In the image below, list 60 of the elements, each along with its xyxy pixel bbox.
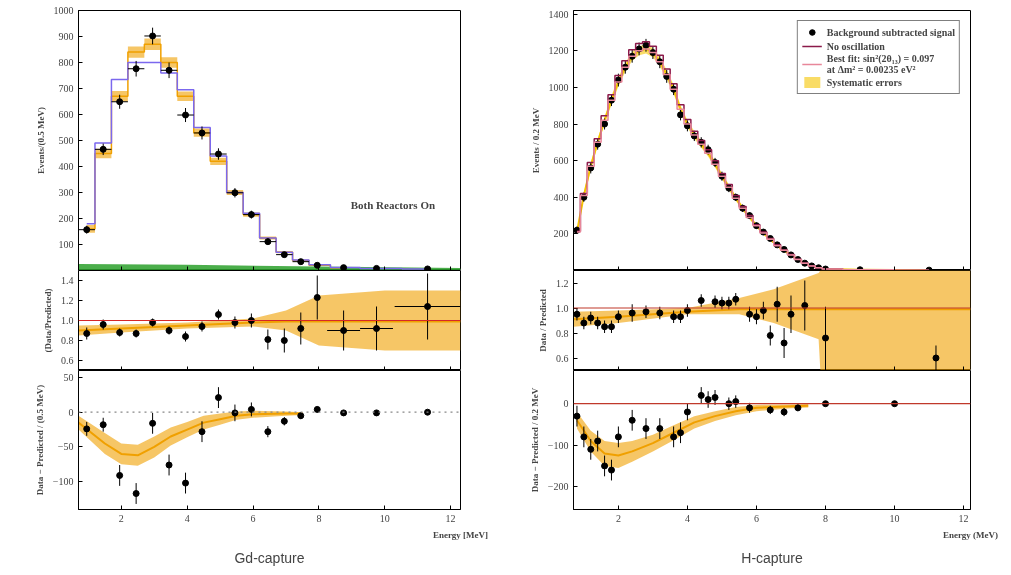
y-axis-title: Data − Predicted / 0.2 MeV <box>529 387 540 493</box>
y-tick-label: 500 <box>58 135 74 146</box>
y-axis-title: Events / 0.2 MeV <box>530 107 541 174</box>
y-axis-title: (Data/Predicted) <box>43 288 53 353</box>
y-tick-label: 1000 <box>53 5 74 16</box>
x-axis-title: Energy (MeV) <box>942 529 999 540</box>
text: H-capture <box>741 549 803 566</box>
y-tick-label: 700 <box>58 83 74 94</box>
y-tick-label: 900 <box>58 31 74 42</box>
legend-label: No oscillation <box>826 40 885 52</box>
y-tick-label: 1.0 <box>61 315 74 326</box>
x-tick-label: 12 <box>958 512 969 524</box>
y-tick-label: 1.2 <box>556 277 569 289</box>
annotation: Both Reactors On <box>350 198 436 211</box>
x-tick-label: 10 <box>379 512 390 524</box>
y-tick-label: −100 <box>547 439 569 451</box>
y-tick-label: 400 <box>58 161 74 172</box>
y-tick-label: 800 <box>58 57 74 68</box>
x-tick-label: 4 <box>684 512 690 524</box>
y-tick-label: 0 <box>563 398 569 410</box>
y-axis-title: Events/(0.5 MeV) <box>35 106 46 174</box>
y-tick-label: 0 <box>68 406 74 418</box>
x-tick-label: 10 <box>889 512 900 524</box>
x-tick-label: 6 <box>753 512 759 524</box>
y-tick-label: 1200 <box>548 45 569 57</box>
y-tick-label: 200 <box>553 228 569 240</box>
y-tick-label: 800 <box>553 118 569 130</box>
y-tick-label: 600 <box>553 155 569 167</box>
y-axis-title: Data / Predicted <box>538 289 548 352</box>
y-tick-label: 200 <box>58 213 74 224</box>
y-tick-label: −50 <box>57 441 74 453</box>
y-tick-label: 100 <box>58 239 74 250</box>
y-tick-label: 300 <box>58 187 74 198</box>
y-tick-label: 1.0 <box>556 302 569 314</box>
y-tick-label: −200 <box>547 481 569 493</box>
y-tick-label: 0.8 <box>61 335 74 346</box>
legend-label: Background subtracted signal <box>826 26 955 38</box>
y-tick-label: 1000 <box>548 81 569 93</box>
x-tick-label: 8 <box>316 512 322 524</box>
y-tick-label: 0.6 <box>61 355 74 366</box>
y-axis-title: Data − Predicted / (0.5 MeV) <box>34 384 45 496</box>
x-axis-title: Energy [MeV] <box>432 529 489 540</box>
legend-label: Systematic errors <box>826 76 902 88</box>
y-tick-label: 0.8 <box>556 327 569 339</box>
y-tick-label: 50 <box>63 371 74 383</box>
y-tick-label: −100 <box>52 476 74 488</box>
y-tick-label: 1.2 <box>61 295 74 306</box>
x-tick-label: 6 <box>250 512 256 524</box>
y-tick-label: 600 <box>58 109 74 120</box>
x-tick-label: 4 <box>184 512 190 524</box>
x-tick-label: 2 <box>118 512 124 524</box>
legend-label: Best fit: sin²(2θ₁₃) = 0.097 at Δm² = 0.00235 eV² <box>826 53 935 75</box>
x-tick-label: 2 <box>615 512 621 524</box>
x-tick-label: 12 <box>445 512 456 524</box>
y-tick-label: 0.6 <box>556 352 569 364</box>
y-tick-label: 1400 <box>548 8 569 20</box>
y-tick-label: 1.4 <box>61 275 74 286</box>
y-tick-label: 400 <box>553 191 569 203</box>
x-tick-label: 8 <box>823 512 829 524</box>
text: Gd-capture <box>234 549 305 566</box>
